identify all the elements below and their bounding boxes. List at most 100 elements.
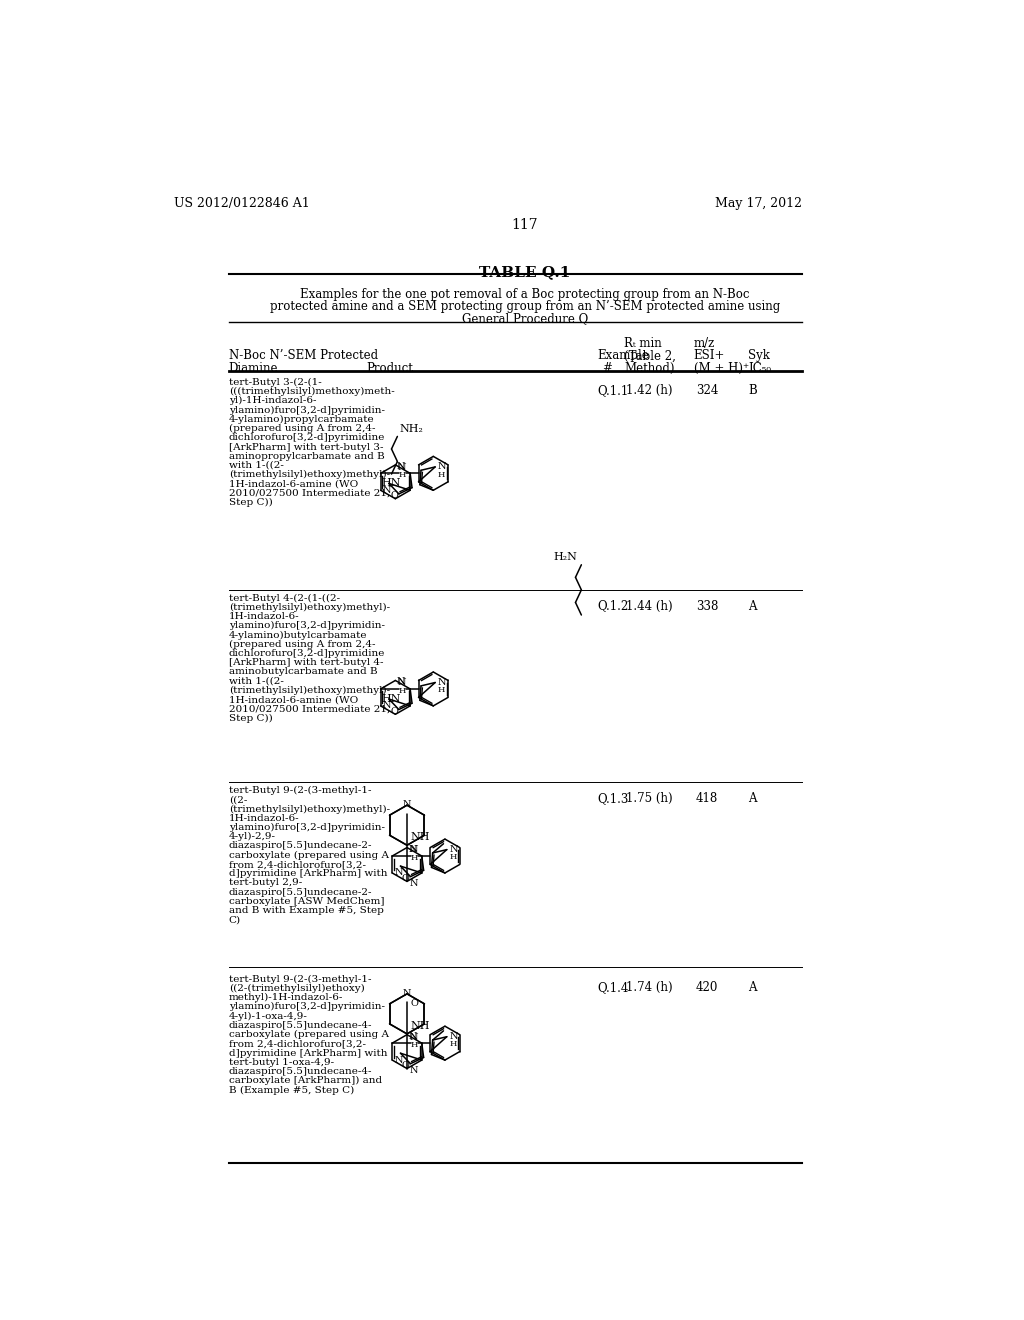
Text: 2010/027500 Intermediate 21,: 2010/027500 Intermediate 21, bbox=[228, 488, 390, 498]
Text: protected amine and a SEM protecting group from an N’-SEM protected amine using: protected amine and a SEM protecting gro… bbox=[269, 300, 780, 313]
Text: d]pyrimidine [ArkPharm] with: d]pyrimidine [ArkPharm] with bbox=[228, 1048, 387, 1057]
Text: Q.1.3: Q.1.3 bbox=[597, 792, 629, 805]
Text: from 2,4-dichlorofuro[3,2-: from 2,4-dichlorofuro[3,2- bbox=[228, 859, 366, 869]
Text: with 1-((2-: with 1-((2- bbox=[228, 677, 284, 685]
Text: 418: 418 bbox=[696, 792, 718, 805]
Text: tert-Butyl 9-(2-(3-methyl-1-: tert-Butyl 9-(2-(3-methyl-1- bbox=[228, 974, 372, 983]
Text: Method): Method) bbox=[624, 362, 675, 375]
Text: (prepared using A from 2,4-: (prepared using A from 2,4- bbox=[228, 424, 375, 433]
Text: 117: 117 bbox=[511, 218, 539, 232]
Text: (M + H)⁺: (M + H)⁺ bbox=[693, 362, 749, 375]
Text: Step C)): Step C)) bbox=[228, 714, 272, 722]
Text: H: H bbox=[411, 1041, 418, 1049]
Text: (prepared using A from 2,4-: (prepared using A from 2,4- bbox=[228, 640, 375, 648]
Text: 1.75 (h): 1.75 (h) bbox=[627, 792, 673, 805]
Text: O: O bbox=[390, 706, 398, 715]
Text: (trimethylsilyl)ethoxy)methyl)-: (trimethylsilyl)ethoxy)methyl)- bbox=[228, 686, 390, 694]
Text: US 2012/0122846 A1: US 2012/0122846 A1 bbox=[174, 197, 310, 210]
Text: (trimethylsilyl)ethoxy)methyl)-: (trimethylsilyl)ethoxy)methyl)- bbox=[228, 804, 390, 813]
Text: with 1-((2-: with 1-((2- bbox=[228, 461, 284, 470]
Text: O: O bbox=[390, 491, 398, 500]
Text: 4-yl)-2,9-: 4-yl)-2,9- bbox=[228, 832, 275, 841]
Text: diazaspiro[5.5]undecane-4-: diazaspiro[5.5]undecane-4- bbox=[228, 1067, 373, 1076]
Text: ylamino)furo[3,2-d]pyrimidin-: ylamino)furo[3,2-d]pyrimidin- bbox=[228, 622, 385, 630]
Text: N: N bbox=[409, 845, 417, 854]
Text: and B with Example #5, Step: and B with Example #5, Step bbox=[228, 906, 384, 915]
Text: N: N bbox=[394, 869, 403, 878]
Text: N: N bbox=[437, 462, 446, 471]
Text: N: N bbox=[410, 1032, 418, 1041]
Text: A: A bbox=[748, 792, 757, 805]
Text: N: N bbox=[397, 677, 406, 686]
Text: [ArkPharm] with tert-butyl 4-: [ArkPharm] with tert-butyl 4- bbox=[228, 659, 383, 667]
Text: H₂N: H₂N bbox=[554, 553, 578, 562]
Text: C): C) bbox=[228, 915, 241, 924]
Text: tert-butyl 2,9-: tert-butyl 2,9- bbox=[228, 878, 302, 887]
Text: m/z: m/z bbox=[693, 337, 715, 350]
Text: 420: 420 bbox=[696, 981, 719, 994]
Text: 2010/027500 Intermediate 21,: 2010/027500 Intermediate 21, bbox=[228, 705, 390, 713]
Text: yl)-1H-indazol-6-: yl)-1H-indazol-6- bbox=[228, 396, 316, 405]
Text: ESI+: ESI+ bbox=[693, 350, 725, 363]
Text: O: O bbox=[411, 999, 418, 1008]
Text: H: H bbox=[450, 1040, 457, 1048]
Text: HN: HN bbox=[381, 694, 401, 704]
Text: N: N bbox=[410, 1067, 418, 1076]
Text: N: N bbox=[450, 1032, 458, 1041]
Text: N: N bbox=[402, 800, 412, 809]
Text: O: O bbox=[401, 874, 410, 883]
Text: H: H bbox=[437, 686, 444, 694]
Text: 1H-indazol-6-: 1H-indazol-6- bbox=[228, 612, 299, 620]
Text: 4-ylamino)propylcarbamate: 4-ylamino)propylcarbamate bbox=[228, 414, 375, 424]
Text: B: B bbox=[748, 384, 757, 397]
Text: N: N bbox=[402, 989, 412, 998]
Text: N: N bbox=[394, 1056, 403, 1064]
Text: tert-Butyl 9-(2-(3-methyl-1-: tert-Butyl 9-(2-(3-methyl-1- bbox=[228, 785, 372, 795]
Text: (Table 2,: (Table 2, bbox=[624, 350, 676, 363]
Text: diazaspiro[5.5]undecane-2-: diazaspiro[5.5]undecane-2- bbox=[228, 887, 373, 896]
Text: methyl)-1H-indazol-6-: methyl)-1H-indazol-6- bbox=[228, 993, 343, 1002]
Text: 4-yl)-1-oxa-4,9-: 4-yl)-1-oxa-4,9- bbox=[228, 1011, 307, 1020]
Text: H: H bbox=[398, 688, 406, 696]
Text: 1H-indazol-6-amine (WO: 1H-indazol-6-amine (WO bbox=[228, 696, 358, 704]
Text: N: N bbox=[409, 1032, 417, 1040]
Text: aminobutylcarbamate and B: aminobutylcarbamate and B bbox=[228, 668, 378, 676]
Text: ((2-(trimethylsilyl)ethoxy): ((2-(trimethylsilyl)ethoxy) bbox=[228, 983, 365, 993]
Text: NH: NH bbox=[410, 1020, 430, 1031]
Text: 4-ylamino)butylcarbamate: 4-ylamino)butylcarbamate bbox=[228, 631, 368, 639]
Text: Product: Product bbox=[367, 362, 414, 375]
Text: N: N bbox=[410, 879, 418, 888]
Text: Rₜ min: Rₜ min bbox=[624, 337, 662, 350]
Text: A: A bbox=[748, 981, 757, 994]
Text: H: H bbox=[411, 854, 418, 862]
Text: Diamine: Diamine bbox=[228, 362, 279, 375]
Text: 324: 324 bbox=[696, 384, 719, 397]
Text: #: # bbox=[602, 362, 612, 375]
Text: 1.42 (h): 1.42 (h) bbox=[627, 384, 673, 397]
Text: aminopropylcarbamate and B: aminopropylcarbamate and B bbox=[228, 451, 384, 461]
Text: N: N bbox=[398, 463, 407, 471]
Text: diazaspiro[5.5]undecane-4-: diazaspiro[5.5]undecane-4- bbox=[228, 1020, 373, 1030]
Text: Q.1.2: Q.1.2 bbox=[597, 599, 628, 612]
Text: Example: Example bbox=[597, 350, 648, 363]
Text: NH: NH bbox=[410, 832, 430, 842]
Text: carboxylate [ASW MedChem]: carboxylate [ASW MedChem] bbox=[228, 896, 384, 906]
Text: tert-butyl 1-oxa-4,9-: tert-butyl 1-oxa-4,9- bbox=[228, 1057, 334, 1067]
Text: diazaspiro[5.5]undecane-2-: diazaspiro[5.5]undecane-2- bbox=[228, 841, 373, 850]
Text: carboxylate [ArkPharm]) and: carboxylate [ArkPharm]) and bbox=[228, 1076, 382, 1085]
Text: dichlorofuro[3,2-d]pyrimidine: dichlorofuro[3,2-d]pyrimidine bbox=[228, 649, 385, 657]
Text: N: N bbox=[450, 845, 458, 854]
Text: Q.1.1: Q.1.1 bbox=[597, 384, 628, 397]
Text: Step C)): Step C)) bbox=[228, 498, 272, 507]
Text: H: H bbox=[450, 853, 457, 862]
Text: N-Boc N’-SEM Protected: N-Boc N’-SEM Protected bbox=[228, 350, 378, 363]
Text: HN: HN bbox=[381, 478, 401, 488]
Text: N: N bbox=[383, 486, 391, 495]
Text: A: A bbox=[748, 599, 757, 612]
Text: ylamino)furo[3,2-d]pyrimidin-: ylamino)furo[3,2-d]pyrimidin- bbox=[228, 822, 385, 832]
Text: from 2,4-dichlorofuro[3,2-: from 2,4-dichlorofuro[3,2- bbox=[228, 1039, 366, 1048]
Text: Examples for the one pot removal of a Boc protecting group from an N-Boc: Examples for the one pot removal of a Bo… bbox=[300, 288, 750, 301]
Text: H: H bbox=[398, 471, 406, 479]
Text: tert-Butyl 4-(2-(1-((2-: tert-Butyl 4-(2-(1-((2- bbox=[228, 594, 340, 602]
Text: H: H bbox=[437, 471, 444, 479]
